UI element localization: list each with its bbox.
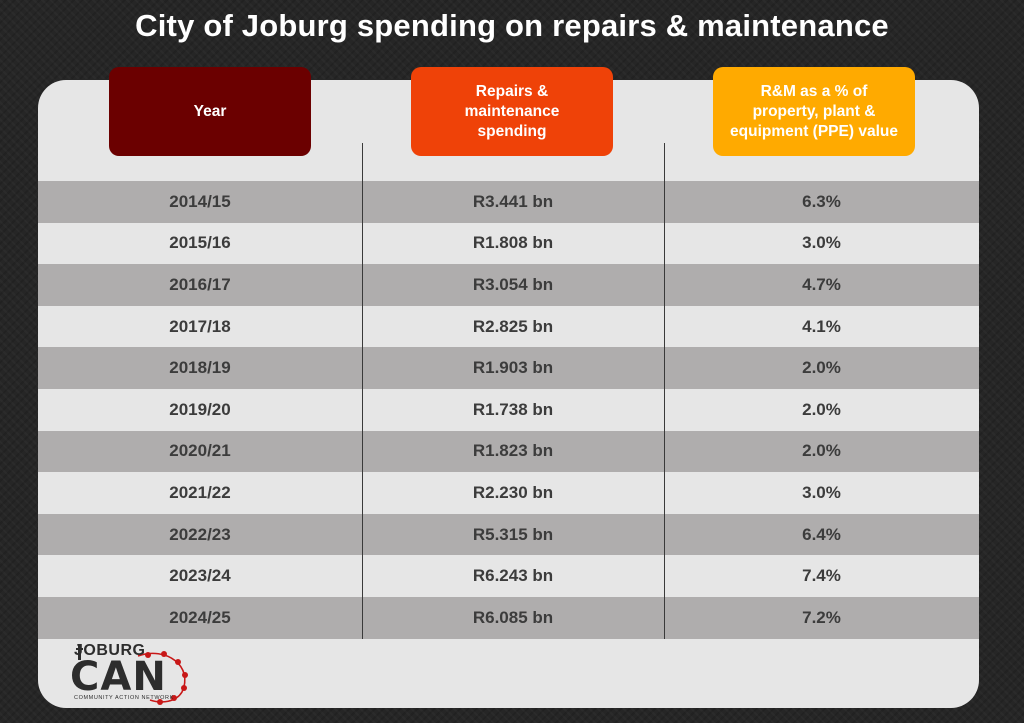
table-row: 2022/23 R5.315 bn 6.4% <box>38 513 979 556</box>
ppe-percent-cell: 2.0% <box>802 358 841 378</box>
spending-cell: R1.808 bn <box>472 233 554 253</box>
column-header-ppe-percent: R&M as a % of property, plant & equipmen… <box>713 67 915 156</box>
table-row: 2024/25 R6.085 bn 7.2% <box>38 597 979 639</box>
spending-cell: R3.054 bn <box>472 274 554 294</box>
spending-cell: R5.315 bn <box>472 524 554 544</box>
ppe-percent-cell: 7.2% <box>802 607 841 627</box>
logo-top-text: JOBURG <box>74 642 146 659</box>
year-cell: 2022/23 <box>169 524 231 544</box>
ppe-percent-cell: 4.1% <box>802 316 841 336</box>
ppe-percent-cell: 4.7% <box>802 274 841 294</box>
ppe-percent-cell: 2.0% <box>802 441 841 461</box>
table-row: 2014/15 R3.441 bn 6.3% <box>38 181 979 223</box>
year-cell: 2017/18 <box>169 316 231 336</box>
page-title: City of Joburg spending on repairs & mai… <box>135 8 889 43</box>
spending-cell: R6.085 bn <box>472 607 554 627</box>
spending-cell: R1.738 bn <box>472 399 554 419</box>
logo-tagline: COMMUNITY ACTION NETWORK <box>74 695 174 701</box>
table-row: 2021/22 R2.230 bn 3.0% <box>38 472 979 514</box>
year-cell: 2021/22 <box>169 482 231 502</box>
spending-cell: R3.441 bn <box>472 191 554 211</box>
joburg-can-logo: JOBURG CAN COMMUNITY ACTION NETWORK <box>66 642 206 706</box>
table-row: 2023/24 R6.243 bn 7.4% <box>38 555 979 597</box>
column-header-spending: Repairs & maintenance spending <box>411 67 613 156</box>
ppe-percent-cell: 2.0% <box>802 399 841 419</box>
spending-cell: R1.903 bn <box>472 358 554 378</box>
table-row: 2016/17 R3.054 bn 4.7% <box>38 264 979 306</box>
table-row: 2020/21 R1.823 bn 2.0% <box>38 430 979 473</box>
logo-main-text: CAN <box>70 654 167 700</box>
ppe-percent-cell: 6.4% <box>802 524 841 544</box>
year-cell: 2016/17 <box>169 274 231 294</box>
year-cell: 2024/25 <box>169 607 231 627</box>
spending-cell: R2.825 bn <box>472 316 554 336</box>
ppe-percent-cell: 3.0% <box>802 233 841 253</box>
year-cell: 2020/21 <box>169 441 231 461</box>
ppe-percent-cell: 3.0% <box>802 482 841 502</box>
logo-graphic <box>76 644 188 705</box>
year-cell: 2023/24 <box>169 566 231 586</box>
year-cell: 2015/16 <box>169 233 231 253</box>
ppe-percent-cell: 6.3% <box>802 191 841 211</box>
year-cell: 2018/19 <box>169 358 231 378</box>
table-row: 2017/18 R2.825 bn 4.1% <box>38 306 979 348</box>
table-row: 2018/19 R1.903 bn 2.0% <box>38 347 979 389</box>
column-divider <box>664 143 665 639</box>
year-cell: 2014/15 <box>169 191 231 211</box>
table-row: 2019/20 R1.738 bn 2.0% <box>38 389 979 431</box>
column-divider <box>362 143 363 639</box>
ppe-percent-cell: 7.4% <box>802 566 841 586</box>
spending-cell: R6.243 bn <box>472 566 554 586</box>
spending-cell: R1.823 bn <box>472 441 554 461</box>
column-header-year: Year <box>109 67 311 156</box>
table-row: 2015/16 R1.808 bn 3.0% <box>38 223 979 265</box>
year-cell: 2019/20 <box>169 399 231 419</box>
spending-cell: R2.230 bn <box>472 482 554 502</box>
